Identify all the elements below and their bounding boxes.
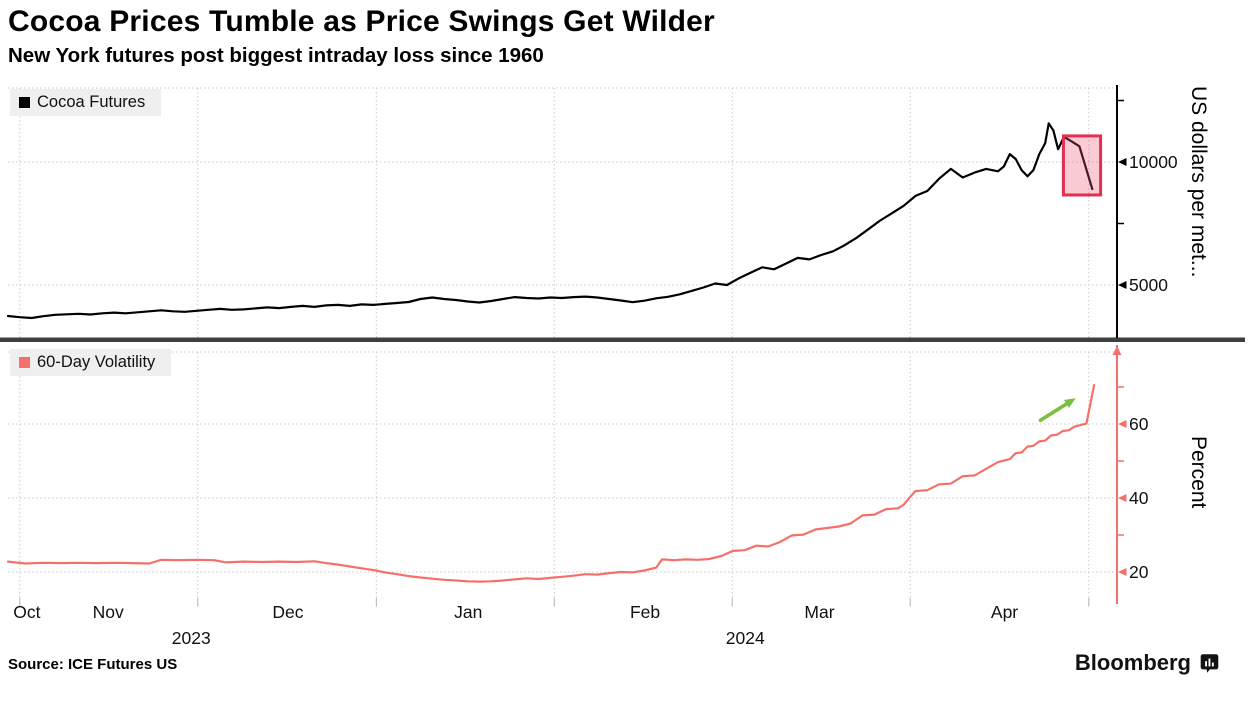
y-tick-label: 10000 (1129, 152, 1178, 172)
x-month-label: Dec (272, 602, 303, 622)
tick-arrow (1118, 158, 1127, 166)
tick-arrow (1118, 568, 1127, 576)
tick-arrow (1118, 494, 1127, 502)
legend-swatch-volatility (19, 357, 30, 368)
axis-title-price: US dollars per met... (1187, 86, 1210, 278)
x-year-label: 2023 (172, 628, 211, 648)
volatility-spike-arrow (1038, 402, 1069, 423)
percent-axis-top-arrow (1112, 346, 1122, 355)
x-month-label: Feb (630, 602, 660, 622)
legend-label-volatility: 60-Day Volatility (37, 353, 156, 371)
axis-title-percent: Percent (1187, 436, 1210, 509)
bloomberg-wordmark: Bloomberg (1074, 650, 1191, 675)
y-tick-label: 60 (1129, 414, 1149, 434)
page-title: Cocoa Prices Tumble as Price Swings Get … (8, 5, 715, 38)
y-tick-label: 5000 (1129, 275, 1168, 295)
x-year-label: 2024 (726, 628, 765, 648)
x-month-label: Mar (804, 602, 834, 622)
bar-chart-bubble-icon (1200, 653, 1219, 673)
y-tick-label: 40 (1129, 488, 1149, 508)
x-month-label: Nov (93, 602, 124, 622)
page-subtitle: New York futures post biggest intraday l… (8, 44, 544, 67)
cocoa-futures-line (6, 122, 1094, 320)
x-month-label: Apr (991, 602, 1018, 622)
legend-swatch-price (19, 97, 30, 108)
source-note: Source: ICE Futures US (8, 656, 178, 673)
tick-arrow (1118, 420, 1127, 428)
tick-arrow (1118, 281, 1127, 289)
x-month-label: Oct (13, 602, 40, 622)
y-tick-label: 20 (1129, 562, 1149, 582)
panel-separator (0, 337, 1245, 342)
volatility-line (6, 384, 1096, 583)
legend-cocoa-futures: Cocoa Futures (10, 89, 162, 116)
volatility-spike-arrowhead (1064, 398, 1076, 408)
bloomberg-brand: Bloomberg (1075, 650, 1220, 676)
price-drop-highlight-box (1061, 134, 1103, 197)
legend-volatility: 60-Day Volatility (10, 349, 172, 376)
x-month-label: Jan (454, 602, 482, 622)
legend-label-cocoa-futures: Cocoa Futures (37, 93, 146, 111)
